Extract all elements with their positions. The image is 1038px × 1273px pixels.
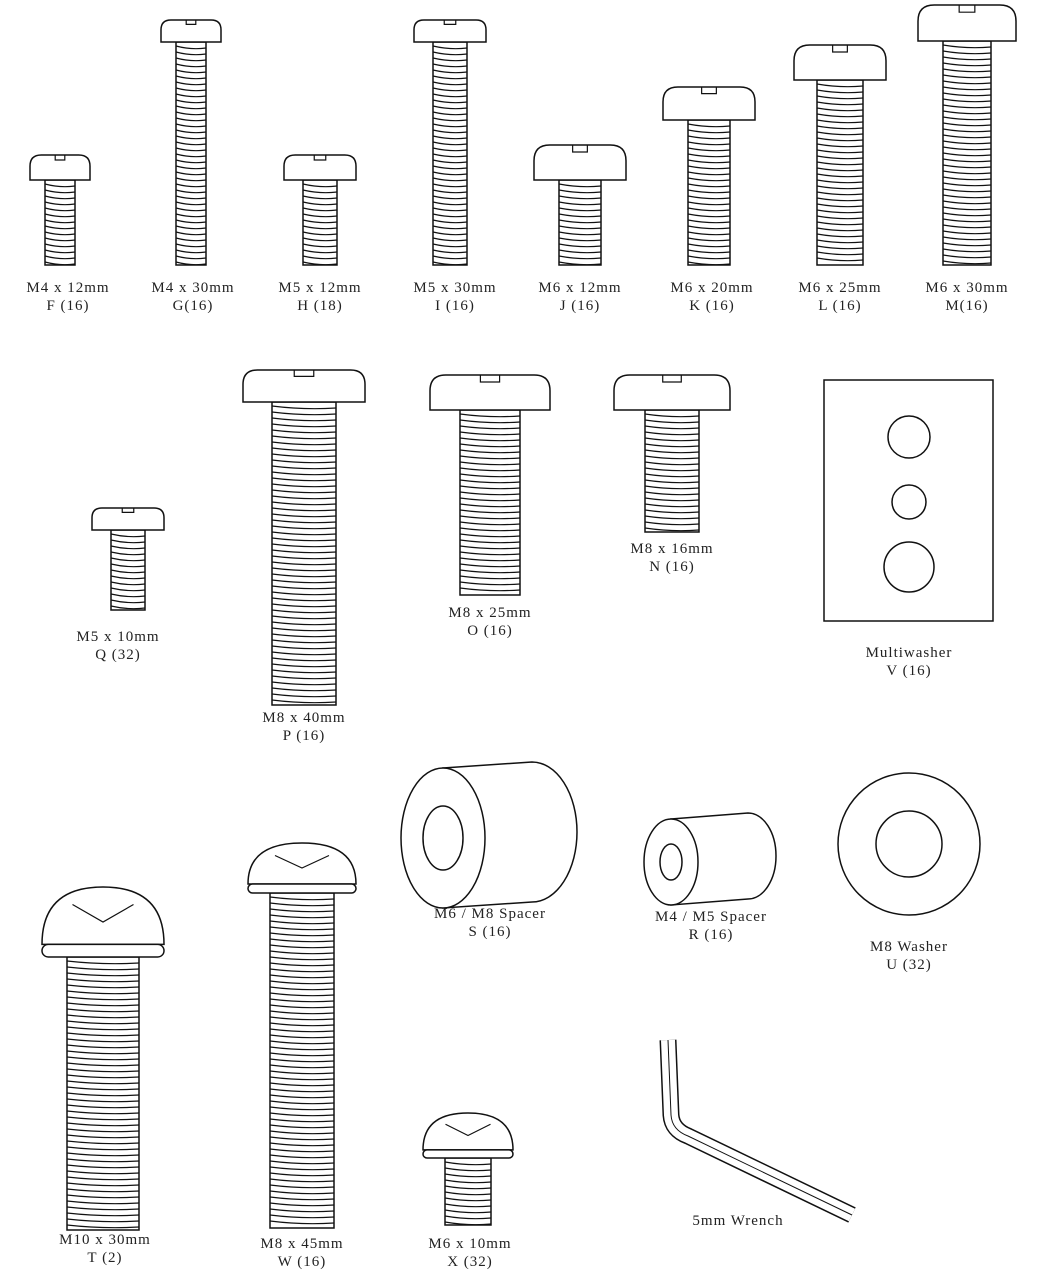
screw-head bbox=[30, 155, 90, 180]
hardware-diagram: M4 x 12mm F (16) M4 x 30mm G(16) M5 x 12mm H … bbox=[0, 0, 1038, 1273]
screw-shank bbox=[176, 42, 206, 265]
item-code: G(16) bbox=[173, 298, 214, 314]
item-code: U (32) bbox=[886, 957, 932, 973]
item-label: M8 x 25mm bbox=[448, 605, 531, 621]
item-code: T (2) bbox=[87, 1250, 122, 1266]
item-label: M5 x 30mm bbox=[413, 280, 496, 296]
screw-head bbox=[794, 45, 886, 80]
spacer-s bbox=[401, 762, 577, 908]
screw-shank bbox=[433, 42, 467, 265]
item-label: M4 x 12mm bbox=[26, 280, 109, 296]
item-code: L (16) bbox=[818, 298, 861, 314]
item-label: M10 x 30mm bbox=[59, 1232, 151, 1248]
item-code: R (16) bbox=[689, 927, 734, 943]
item-label: M6 x 12mm bbox=[538, 280, 621, 296]
item-label: 5mm Wrench bbox=[692, 1213, 783, 1229]
screw-head bbox=[423, 1113, 513, 1150]
screw-head bbox=[614, 375, 730, 410]
item-label: M5 x 10mm bbox=[76, 629, 159, 645]
screw-shank bbox=[460, 410, 520, 595]
washer-hole bbox=[888, 416, 930, 458]
screw-shank bbox=[943, 41, 991, 265]
screw-head bbox=[92, 508, 164, 530]
item-label: M6 x 20mm bbox=[670, 280, 753, 296]
screw-head bbox=[243, 370, 365, 402]
washer-hole bbox=[892, 485, 926, 519]
item-label: M5 x 12mm bbox=[278, 280, 361, 296]
item-label: M6 x 30mm bbox=[925, 280, 1008, 296]
head-band bbox=[423, 1150, 513, 1158]
item-code: S (16) bbox=[468, 924, 511, 940]
item-label: M4 / M5 Spacer bbox=[655, 909, 767, 925]
item-code: P (16) bbox=[283, 728, 326, 744]
item-label: M6 x 10mm bbox=[428, 1236, 511, 1252]
item-code: Q (32) bbox=[95, 647, 141, 663]
screw-head bbox=[430, 375, 550, 410]
head-band bbox=[248, 884, 356, 893]
item-code: K (16) bbox=[689, 298, 735, 314]
screw-head bbox=[534, 145, 626, 180]
screw-head bbox=[248, 843, 356, 884]
wrench bbox=[668, 1040, 852, 1215]
item-label: M8 x 40mm bbox=[262, 710, 345, 726]
item-code: X (32) bbox=[447, 1254, 493, 1270]
item-label: M4 x 30mm bbox=[151, 280, 234, 296]
screw-head bbox=[161, 20, 221, 42]
item-label: M8 x 16mm bbox=[630, 541, 713, 557]
screw-head bbox=[284, 155, 356, 180]
item-code: H (18) bbox=[297, 298, 343, 314]
screw-shank bbox=[445, 1158, 491, 1225]
item-code: F (16) bbox=[46, 298, 89, 314]
item-label: M8 Washer bbox=[870, 939, 948, 955]
screw-head bbox=[42, 887, 164, 944]
item-code: N (16) bbox=[649, 559, 695, 575]
screw-head bbox=[414, 20, 486, 42]
item-code: W (16) bbox=[278, 1254, 327, 1270]
item-code: O (16) bbox=[467, 623, 513, 639]
item-label: M6 x 25mm bbox=[798, 280, 881, 296]
screw-head bbox=[663, 87, 755, 120]
item-label: M8 x 45mm bbox=[260, 1236, 343, 1252]
item-code: V (16) bbox=[886, 663, 931, 679]
screw-shank bbox=[817, 80, 863, 265]
head-band bbox=[42, 944, 164, 957]
item-code: J (16) bbox=[560, 298, 601, 314]
screw-head bbox=[918, 5, 1016, 41]
m8-washer bbox=[838, 773, 980, 915]
item-label: Multiwasher bbox=[866, 645, 953, 661]
item-code: M(16) bbox=[945, 298, 988, 314]
item-code: I (16) bbox=[435, 298, 475, 314]
washer-hole bbox=[884, 542, 934, 592]
item-label: M6 / M8 Spacer bbox=[434, 906, 546, 922]
spacer-r bbox=[644, 813, 776, 905]
